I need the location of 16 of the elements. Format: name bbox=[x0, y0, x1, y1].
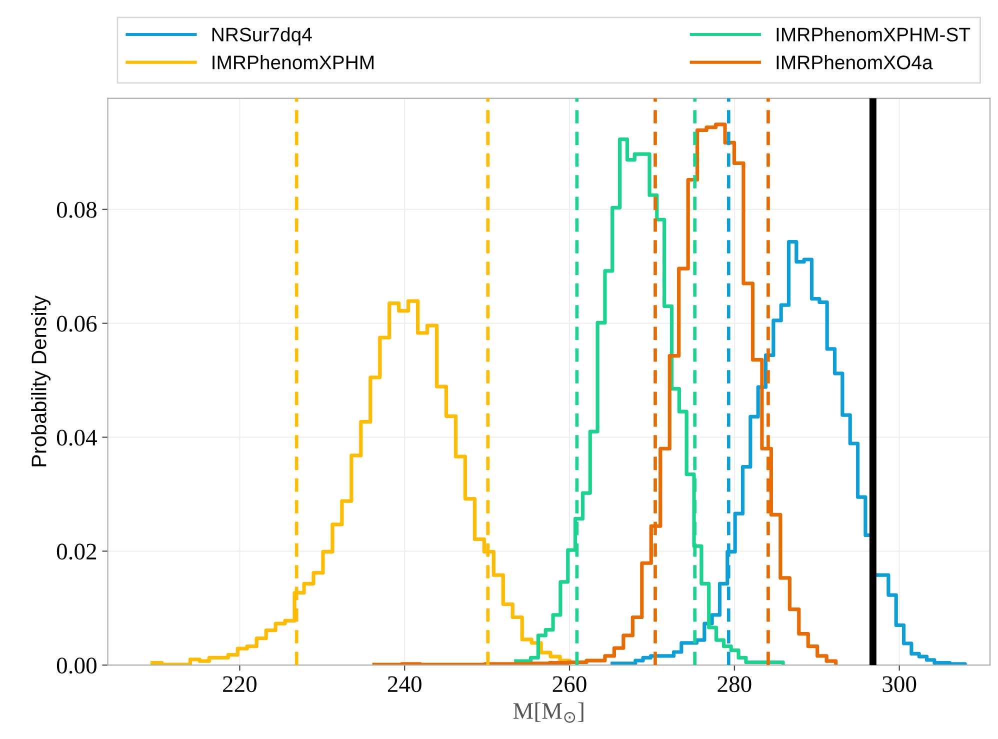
legend-label: IMRPhenomXO4a bbox=[776, 55, 933, 70]
y-axis-title: Probability Density bbox=[31, 295, 50, 466]
y-tick-label: 0.02 bbox=[56, 544, 96, 560]
x-tick-label: 260 bbox=[552, 676, 586, 692]
x-tick-label: 300 bbox=[882, 676, 916, 692]
x-axis-title: M[M$_{⊙}$] bbox=[513, 702, 584, 723]
x-tick-label: 240 bbox=[388, 676, 422, 692]
y-tick-label: 0.08 bbox=[56, 202, 96, 218]
y-tick-label: 0.00 bbox=[56, 658, 96, 674]
y-tick-label: 0.06 bbox=[56, 316, 97, 332]
y-tick-label: 0.04 bbox=[56, 430, 97, 446]
x-tick-label: 280 bbox=[718, 676, 752, 692]
legend-label: NRSur7dq4 bbox=[212, 27, 312, 46]
legend-label: IMRPhenomXPHM bbox=[212, 55, 374, 70]
x-tick-label: 220 bbox=[223, 676, 257, 692]
legend-label: IMRPhenomXPHM-ST bbox=[776, 27, 970, 42]
